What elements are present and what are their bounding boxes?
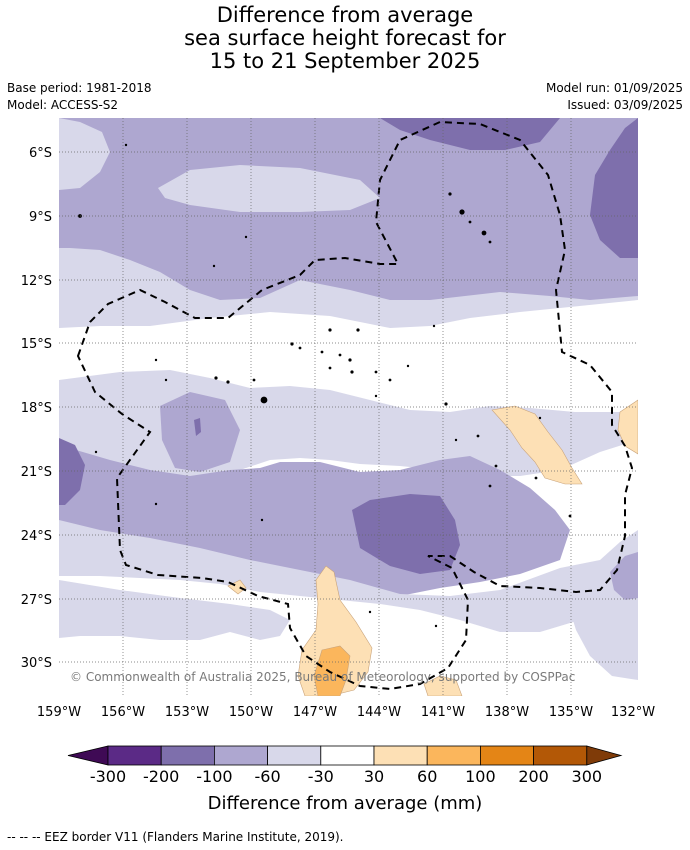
base-period: Base period: 1981-2018 <box>7 81 152 95</box>
copyright-text: © Commonwealth of Australia 2025, Bureau… <box>70 670 575 684</box>
lat-label: 27°S <box>21 593 52 608</box>
lat-label: 9°S <box>29 210 52 225</box>
colorbar-box <box>426 745 481 766</box>
anomaly-region-east-medium <box>610 552 638 600</box>
anomaly-region-dot-dark <box>194 418 201 436</box>
colorbar-title: Difference from average (mm) <box>208 793 483 814</box>
colorbar-box <box>320 745 375 766</box>
lon-label: 156°W <box>101 705 145 720</box>
lon-label: 138°W <box>485 705 529 720</box>
anomaly-region-positive-eastedge <box>617 399 638 455</box>
colorbar-label: -200 <box>143 767 179 786</box>
model-run: Model run: 01/09/2025 <box>545 81 683 95</box>
anomaly-region-positive-east <box>491 405 583 485</box>
anomaly-region-west-dark <box>59 438 85 505</box>
anomaly-region-positive-small <box>227 579 247 595</box>
map-title: Difference from average sea surface heig… <box>0 4 690 73</box>
colorbar-extend-min <box>67 745 109 766</box>
anomaly-region-north-dark-east <box>590 118 638 258</box>
colorbar-box <box>479 745 534 766</box>
anomaly-region-north-dark-top <box>380 118 560 150</box>
lon-label: 144°W <box>357 705 401 720</box>
islands <box>78 143 572 628</box>
colorbar-extend-max <box>586 745 623 766</box>
lat-label: 15°S <box>21 337 52 352</box>
gridlines <box>59 118 638 696</box>
eez-border-french-polynesia <box>76 120 634 691</box>
lat-label: 18°S <box>21 401 52 416</box>
issued-date: Issued: 03/09/2025 <box>567 98 683 112</box>
eez-borders <box>76 120 634 691</box>
model-name: Model: ACCESS-S2 <box>7 98 119 112</box>
lat-labels: 6°S 9°S 12°S 15°S 18°S 21°S 24°S 27°S 30… <box>21 146 52 671</box>
colorbar-label: -60 <box>255 767 281 786</box>
colorbar-box <box>107 745 162 766</box>
anomaly-region-south-pale <box>59 520 638 632</box>
lat-label: 6°S <box>29 146 52 161</box>
colorbar-label: -100 <box>196 767 232 786</box>
lat-label: 12°S <box>21 274 52 289</box>
anomaly-region-north-pale <box>158 165 380 212</box>
title-line-1: Difference from average <box>216 3 474 27</box>
colorbar-label: 30 <box>364 767 384 786</box>
title-line-2: sea surface height forecast for <box>184 26 506 50</box>
lon-label: 132°W <box>611 705 655 720</box>
lat-label: 30°S <box>21 656 52 671</box>
meta-left: Base period: 1981-2018 Model: ACCESS-S2 <box>7 81 152 115</box>
colorbar-box <box>267 745 322 766</box>
colorbar: -300 -200 -100 -60 -30 30 60 100 200 300 <box>67 745 623 786</box>
lon-label: 135°W <box>549 705 593 720</box>
lon-label: 153°W <box>165 705 209 720</box>
colorbar-box <box>213 745 268 766</box>
colorbar-label: -300 <box>90 767 126 786</box>
lon-label: 147°W <box>293 705 337 720</box>
colorbar-label: 60 <box>417 767 437 786</box>
lat-label: 21°S <box>21 465 52 480</box>
colorbar-label: -30 <box>308 767 334 786</box>
colorbar-label: 300 <box>572 767 603 786</box>
colorbar-box <box>533 745 588 766</box>
anomaly-region-south-pale-sw <box>59 580 290 640</box>
title-line-3: 15 to 21 September 2025 <box>209 49 481 73</box>
lat-label: 24°S <box>21 529 52 544</box>
colorbar-box <box>373 745 428 766</box>
colorbar-box <box>160 745 215 766</box>
eez-legend: -- -- -- EEZ border V11 (Flanders Marine… <box>7 830 344 844</box>
colorbar-label: 100 <box>465 767 496 786</box>
colorbar-label: 200 <box>518 767 549 786</box>
lon-label: 150°W <box>229 705 273 720</box>
anomaly-region-north-pale-west <box>59 118 110 190</box>
lon-label: 159°W <box>37 705 81 720</box>
map-panel: © Commonwealth of Australia 2025, Bureau… <box>59 118 638 696</box>
lon-labels: 159°W 156°W 153°W 150°W 147°W 144°W 141°… <box>37 705 655 720</box>
lon-label: 141°W <box>421 705 465 720</box>
meta-right: Model run: 01/09/2025 Issued: 03/09/2025 <box>546 81 683 115</box>
